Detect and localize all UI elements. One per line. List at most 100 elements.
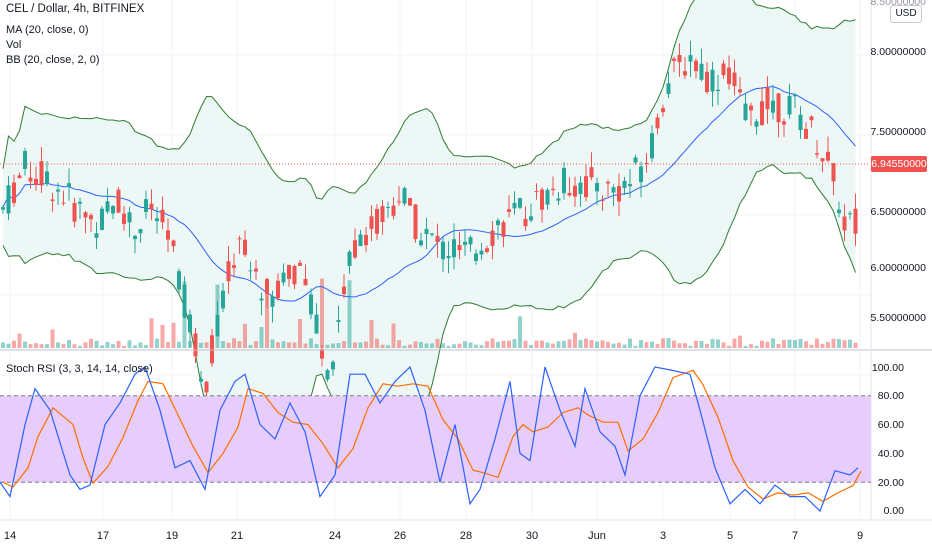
- volume-bar: [408, 344, 412, 348]
- candle-body: [457, 245, 462, 251]
- volume-bar: [243, 323, 247, 348]
- volume-bar: [276, 342, 280, 348]
- ma-legend[interactable]: MA (20, close, 0): [6, 24, 89, 36]
- candle-body: [287, 264, 291, 279]
- volume-bar: [457, 343, 462, 348]
- candle-body: [540, 189, 544, 210]
- currency-selector[interactable]: USD: [890, 5, 922, 23]
- price-tick: 5.50000000: [870, 312, 926, 324]
- candle-body: [523, 218, 528, 227]
- candle-body: [567, 192, 572, 196]
- candle-body: [518, 198, 522, 208]
- candle-body: [628, 184, 632, 187]
- price-tick: 8.50000000: [870, 0, 926, 8]
- volume-bar: [435, 338, 440, 348]
- candle-body: [309, 294, 313, 315]
- candle-body: [771, 100, 775, 113]
- volume-bar: [358, 342, 363, 348]
- candle-body: [760, 101, 764, 125]
- symbol-legend[interactable]: CEL / Dollar, 4h, BITFINEX: [6, 3, 145, 15]
- volume-bar: [375, 338, 379, 348]
- candle-body: [111, 206, 115, 214]
- volume-bar: [534, 340, 539, 348]
- volume-bar: [688, 345, 693, 348]
- candle-body: [837, 209, 841, 214]
- volume-bar: [474, 344, 478, 348]
- candle-body: [424, 228, 429, 234]
- volume-bar: [507, 340, 511, 348]
- volume-bar: [815, 338, 819, 348]
- volume-bar: [650, 341, 654, 348]
- volume-bar: [622, 344, 627, 348]
- volume-bar: [34, 343, 38, 348]
- candle-body: [386, 207, 390, 209]
- candle-body: [683, 71, 687, 76]
- candle-body: [28, 177, 33, 182]
- candle-body: [61, 202, 66, 204]
- bb-legend[interactable]: BB (20, close, 2, 0): [6, 54, 100, 66]
- candle-body: [100, 208, 104, 230]
- volume-bar: [501, 340, 506, 348]
- volume-bar: [540, 340, 544, 348]
- candle-body: [474, 253, 478, 261]
- volume-bar: [545, 342, 550, 348]
- candle-body: [496, 220, 500, 226]
- volume-bar: [655, 343, 660, 348]
- candle-body: [83, 212, 88, 218]
- candle-body: [606, 181, 610, 184]
- candle-body: [149, 203, 154, 210]
- volume-bar: [710, 338, 715, 348]
- volume-bar: [204, 342, 209, 348]
- volume-bar: [6, 343, 11, 348]
- candle-body: [116, 189, 121, 213]
- volume-bar: [89, 338, 93, 348]
- volume-bar: [298, 319, 302, 348]
- candle-body: [67, 183, 71, 188]
- candle-body: [798, 114, 803, 131]
- stoch-rsi-tick: 60.00: [877, 419, 904, 431]
- candle-body: [182, 284, 187, 318]
- volume-legend[interactable]: Vol: [6, 39, 22, 51]
- volume-bar: [364, 341, 368, 348]
- candle-body: [237, 238, 242, 240]
- candle-body: [584, 176, 588, 198]
- volume-bar: [743, 345, 748, 348]
- candle-body: [562, 167, 566, 194]
- volume-bar: [771, 338, 775, 348]
- volume-bar: [809, 344, 814, 348]
- candle-body: [320, 349, 324, 359]
- candle-body: [842, 216, 847, 231]
- candle-body: [826, 151, 830, 161]
- candle-body: [292, 265, 297, 285]
- volume-bar: [831, 338, 836, 348]
- volume-bar: [336, 343, 341, 348]
- volume-bar: [694, 340, 698, 348]
- candle-body: [413, 204, 418, 240]
- candle-body: [204, 381, 209, 393]
- candle-body: [556, 198, 561, 201]
- candle-body: [666, 83, 671, 94]
- candle-body: [430, 233, 434, 235]
- stoch-rsi-tick: 40.00: [877, 448, 904, 460]
- volume-bar: [94, 340, 99, 348]
- volume-bar: [490, 338, 495, 348]
- candle-body: [89, 215, 93, 220]
- volume-bar: [138, 342, 143, 348]
- stoch-rsi-band-fill: [0, 395, 871, 483]
- candle-body: [721, 63, 726, 76]
- volume-bar: [826, 342, 830, 348]
- candle-body: [402, 187, 407, 204]
- volume-bar: [166, 341, 170, 348]
- volume-bar: [441, 343, 445, 348]
- candle-body: [479, 250, 484, 255]
- candle-body: [661, 108, 665, 113]
- candle-body: [177, 271, 181, 290]
- volume-bar: [221, 340, 225, 348]
- volume-bar: [573, 332, 577, 348]
- candle-body: [600, 200, 605, 202]
- volume-bar: [199, 342, 203, 348]
- candle-body: [782, 121, 786, 125]
- stoch-rsi-legend[interactable]: Stoch RSI (3, 3, 14, 14, close): [6, 363, 153, 375]
- volume-bar: [347, 280, 352, 348]
